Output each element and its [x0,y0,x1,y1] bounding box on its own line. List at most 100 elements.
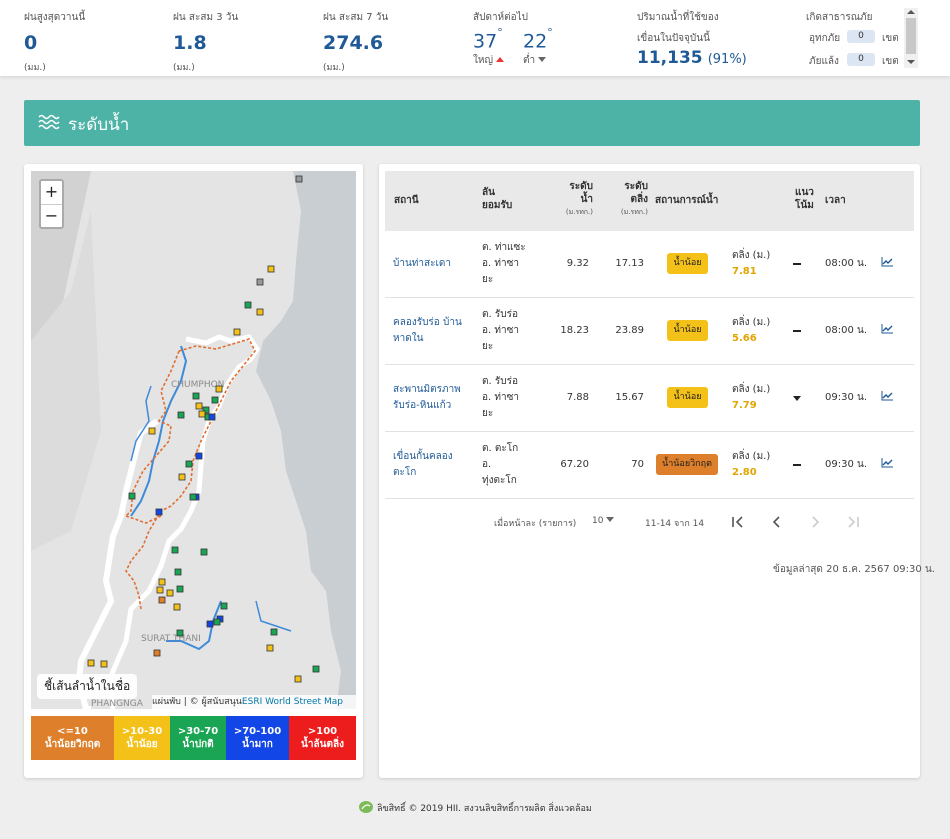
footer: ลิขสิทธิ์ © 2019 HII. สงวนลิขสิทธิ์การผล… [0,800,950,815]
station-marker[interactable] [100,660,108,668]
flood-count[interactable]: 0 [847,30,875,43]
station-marker[interactable] [166,589,174,597]
legend-low: >10-30 น้ำน้อย [114,716,170,760]
bank-level-value: 70 [631,459,644,470]
station-marker[interactable] [195,402,203,410]
chart-line-icon[interactable] [881,324,893,334]
table-row[interactable]: เขื่อนกั้นคลอง ตะโก ต. ตะโก อ. ทุ่งตะโก 67.20… [385,432,914,499]
station-marker[interactable] [171,546,179,554]
station-location: ต. รับร่อ อ. ท่าซา ยะ [482,376,519,419]
station-marker[interactable] [202,406,210,414]
station-map[interactable]: CHUMPHON SURAT THANI PHANGNGA [31,171,356,709]
col-time[interactable]: เวลา [825,195,846,206]
table-header: สถานี ลัน ยอมรับ ระดับ น้ำ (ม.รทก.) ระดับ ตล… [385,171,914,231]
station-marker[interactable] [185,460,193,468]
station-marker[interactable] [178,473,186,481]
station-marker[interactable] [266,644,274,652]
bank-level-value: 23.89 [615,325,644,336]
col-station[interactable]: สถานี [394,195,419,206]
rain-7d-label: ฝน สะสม 7 วัน [323,12,389,23]
station-marker[interactable] [174,568,182,576]
station-location: ต. รับร่อ อ. ท่าซา ยะ [482,309,519,352]
last-page-icon[interactable] [846,516,860,528]
station-name-link[interactable]: สะพานมิตรภาพ รับร่อ-หินแก้ว [393,384,461,411]
col-basin[interactable]: ลัน ยอมรับ [482,187,513,211]
station-marker[interactable] [192,392,200,400]
station-markers[interactable] [87,175,320,683]
station-marker[interactable] [295,175,303,183]
station-marker[interactable] [87,659,95,667]
col-water-level[interactable]: ระดับ น้ำ (ม.รทก.) [565,181,593,216]
station-marker[interactable] [215,385,223,393]
river-name-toggle[interactable]: ชี้เส้นลำน้ำในชื่อ [37,674,138,699]
zoom-out-button[interactable]: − [41,204,62,227]
drought-count[interactable]: 0 [847,53,875,66]
bank-level-value: 17.13 [615,258,644,269]
station-marker[interactable] [294,675,302,683]
station-marker[interactable] [148,427,156,435]
station-marker[interactable] [189,493,197,501]
table-row[interactable]: บ้านท่าสะเดา ต. ท่าแซะ อ. ท่าซา ยะ 9.32 17.13… [385,231,914,298]
drought-label: ภัยแล้ง [809,56,839,67]
station-marker[interactable] [208,413,216,421]
temp-low-label[interactable]: ต่ำ [523,53,547,68]
station-marker[interactable] [176,585,184,593]
temp-low: 22° [523,26,553,52]
station-marker[interactable] [220,602,228,610]
station-marker[interactable] [177,411,185,419]
disaster-scrollbar[interactable] [904,8,918,68]
station-marker[interactable] [158,596,166,604]
dam-pct: (91%) [707,52,747,67]
summary-bar: ฝนสูงสุดวานนี้ 0 (มม.) ฝน สะสม 3 วัน 1.8… [0,0,950,76]
station-marker[interactable] [200,548,208,556]
station-marker[interactable] [312,665,320,673]
station-marker[interactable] [256,308,264,316]
status-badge: น้ำน้อย [667,253,708,274]
scroll-down-icon[interactable] [907,60,915,64]
map-attribution: แผ่นพับ | © ผู้สนับสนุนESRI World Street… [152,695,356,709]
attribution-link[interactable]: ESRI World Street Map [241,697,343,707]
station-marker[interactable] [153,649,161,657]
station-name-link[interactable]: เขื่อนกั้นคลอง ตะโก [393,451,453,478]
station-name-link[interactable]: คลองรับร่อ บ้าน หาดใน [393,317,462,344]
station-table-card [379,164,920,778]
scroll-thumb[interactable] [906,18,916,54]
zoom-in-button[interactable]: + [44,182,59,201]
prev-page-icon[interactable] [771,516,783,528]
station-marker[interactable] [233,328,241,336]
station-marker[interactable] [198,410,206,418]
station-marker[interactable] [195,452,203,460]
station-marker[interactable] [173,603,181,611]
station-marker[interactable] [158,578,166,586]
temp-high-value: 37 [473,30,498,53]
chart-line-icon[interactable] [881,458,893,468]
chart-line-icon[interactable] [881,257,893,267]
station-marker[interactable] [244,301,252,309]
station-marker[interactable] [256,278,264,286]
station-marker[interactable] [206,620,214,628]
table-row[interactable]: คลองรับร่อ บ้าน หาดใน ต. รับร่อ อ. ท่าซา ยะ 1… [385,298,914,365]
scroll-up-icon[interactable] [907,10,915,14]
caret-down-icon [538,57,547,62]
col-trend[interactable]: แนว โน้ม [795,187,814,211]
station-name-link[interactable]: บ้านท่าสะเดา [393,258,452,269]
station-marker[interactable] [267,265,275,273]
station-location: ต. ตะโก อ. ทุ่งตะโก [482,443,519,486]
station-marker[interactable] [176,629,184,637]
per-page-select[interactable]: 10 [592,516,615,526]
first-page-icon[interactable] [731,516,745,528]
col-bank-level[interactable]: ระดับ ตลิ่ง (ม.รทก.) [620,181,648,216]
station-marker[interactable] [128,492,136,500]
station-marker[interactable] [156,586,164,594]
station-marker[interactable] [213,618,221,626]
map-canvas[interactable]: CHUMPHON SURAT THANI PHANGNGA [31,171,356,709]
trend-down-icon [793,396,801,401]
station-marker[interactable] [270,628,278,636]
chart-line-icon[interactable] [881,391,893,401]
water-level-value: 9.32 [566,258,589,269]
next-page-icon[interactable] [809,516,821,528]
col-status[interactable]: สถานการณ์น้ำ [655,195,719,206]
station-marker[interactable] [155,508,163,516]
station-marker[interactable] [211,396,219,404]
table-row[interactable]: สะพานมิตรภาพ รับร่อ-หินแก้ว ต. รับร่อ อ. ท่… [385,365,914,432]
